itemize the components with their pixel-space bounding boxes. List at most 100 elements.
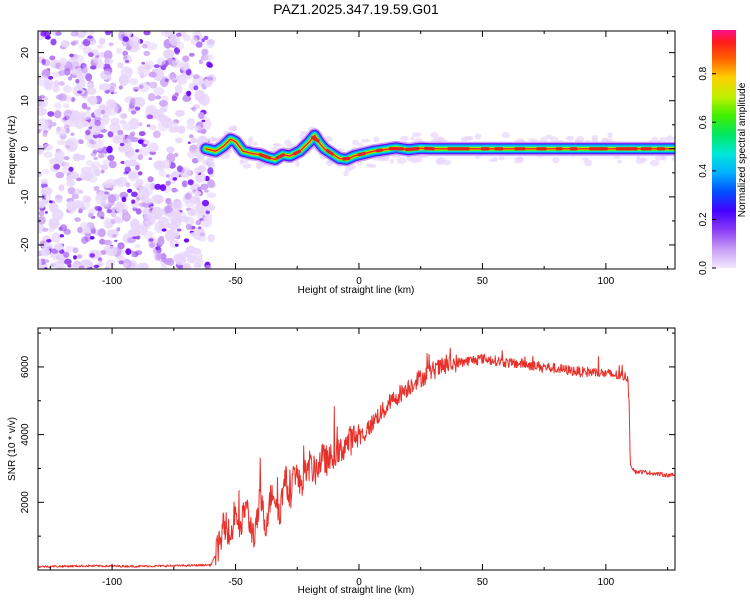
noise-speckle (119, 112, 128, 120)
noise-speckle (98, 83, 111, 91)
noise-speckle (93, 186, 100, 192)
x-tick-label: 0 (356, 577, 362, 588)
ridge-halo (584, 159, 593, 167)
noise-speckle (152, 68, 164, 81)
ridge-halo (501, 131, 510, 139)
colorbar-tick-label: 0.8 (698, 66, 709, 80)
noise-speckle (38, 198, 47, 209)
x-tick-label: 100 (598, 276, 615, 287)
x-tick-label: 50 (477, 577, 489, 588)
noise-speckle (66, 200, 78, 212)
ridge-halo (242, 163, 252, 169)
ridge-halo (552, 156, 560, 164)
noise-speckle (123, 138, 132, 147)
noise-speckle (165, 258, 171, 266)
noise-speckle (114, 201, 124, 213)
noise-speckle (161, 228, 167, 232)
noise-speckle (71, 193, 79, 200)
noise-speckle (195, 219, 202, 226)
noise-speckle (153, 64, 160, 68)
noise-speckle (148, 238, 154, 242)
noise-speckle (178, 212, 187, 219)
noise-speckle (207, 167, 214, 175)
noise-speckle (127, 188, 133, 193)
noise-speckle (106, 222, 112, 229)
noise-speckle (81, 236, 89, 244)
noise-speckle (122, 258, 132, 269)
noise-speckle (129, 117, 140, 130)
noise-speckle (191, 106, 197, 112)
noise-speckle (164, 205, 173, 214)
noise-speckle (138, 122, 143, 127)
noise-speckle (110, 117, 120, 126)
colorbar-ticks: 0.0 0.2 0.4 0.6 0.8 (698, 66, 716, 275)
colorbar-tick-label: 0.4 (698, 163, 709, 177)
noise-speckle (80, 65, 88, 74)
noise-speckle (87, 126, 92, 131)
noise-speckle (193, 85, 199, 91)
ridge-halo (406, 156, 415, 162)
noise-speckle (75, 78, 80, 84)
ridge-halo (248, 136, 254, 143)
noise-speckle (115, 132, 126, 143)
noise-speckle (118, 85, 123, 90)
noise-speckle (202, 199, 209, 207)
noise-speckle (204, 189, 209, 193)
noise-speckle (70, 132, 75, 136)
ridge-halo (581, 157, 589, 161)
ridge-halo (460, 136, 469, 143)
noise-speckle (129, 98, 136, 105)
noise-speckle (191, 157, 199, 164)
ridge-halo (207, 157, 213, 161)
noise-speckle (195, 41, 203, 48)
noise-speckle (104, 191, 109, 195)
noise-speckle (99, 238, 106, 245)
noise-speckle (156, 247, 162, 254)
noise-speckle (88, 212, 94, 219)
ridge-halo (616, 160, 623, 164)
noise-speckle (178, 264, 184, 269)
noise-speckle (167, 73, 179, 81)
noise-speckle (87, 35, 93, 39)
noise-speckle (40, 178, 49, 185)
noise-speckle (176, 73, 188, 85)
noise-speckle (57, 265, 66, 269)
noise-speckle (96, 210, 105, 218)
noise-speckle (171, 201, 184, 210)
noise-speckle (171, 188, 179, 193)
ridge-halo (435, 159, 444, 166)
noise-speckle (147, 93, 156, 102)
y-tick-label: -10 (20, 189, 31, 204)
y-tick-label: 10 (20, 95, 31, 107)
noise-speckle (164, 78, 169, 83)
noise-speckle (149, 124, 157, 131)
noise-speckle (58, 70, 66, 76)
ridge-halo (666, 135, 673, 142)
noise-speckle (183, 238, 190, 243)
noise-speckle (119, 142, 125, 147)
noise-speckle (137, 70, 145, 75)
noise-speckle (79, 265, 85, 269)
noise-speckle (207, 62, 213, 68)
noise-speckle (138, 147, 150, 157)
ridge-halo (442, 160, 452, 166)
noise-speckle (203, 35, 209, 40)
noise-speckle (120, 66, 133, 80)
noise-speckle (50, 38, 57, 46)
noise-speckle (198, 59, 203, 65)
noise-speckle (146, 114, 154, 120)
noise-speckle (38, 215, 46, 225)
noise-speckle (122, 36, 129, 42)
noise-speckle (161, 117, 173, 129)
noise-speckle (41, 59, 46, 65)
noise-speckle (206, 213, 213, 219)
ridge-peak (342, 156, 351, 161)
noise-speckle (95, 205, 103, 212)
noise-speckle (187, 150, 196, 159)
noise-speckle (177, 228, 182, 232)
noise-speckle (146, 124, 151, 128)
noise-speckle (158, 216, 170, 228)
noise-speckle (143, 50, 151, 57)
ridge-halo (361, 138, 371, 143)
noise-speckle (63, 251, 70, 258)
